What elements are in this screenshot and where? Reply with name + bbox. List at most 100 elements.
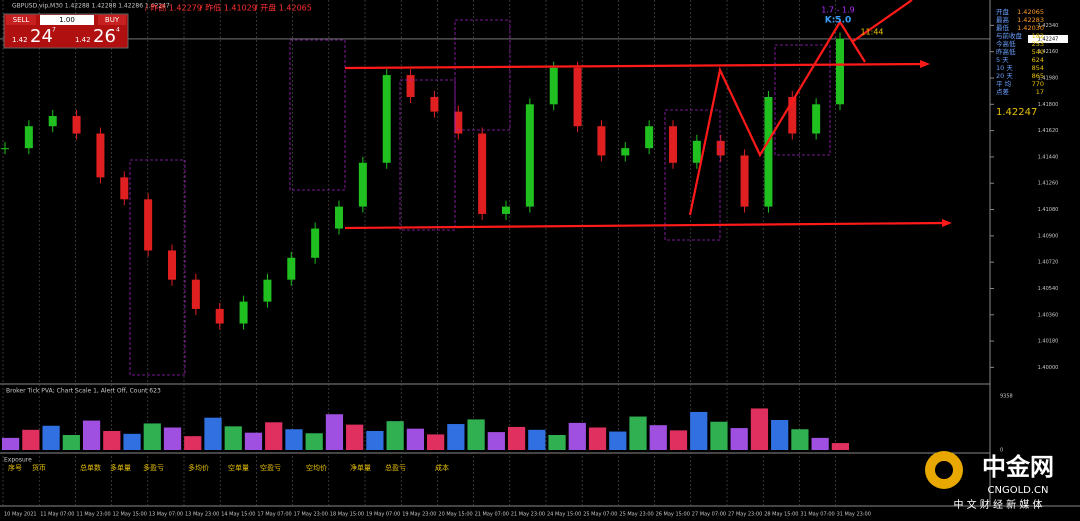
candle [502,206,510,214]
candle [478,133,487,214]
slogan: 中 文 财 经 新 媒 体 [953,498,1042,511]
volume-bar [548,434,566,450]
logo [935,461,953,479]
sell-button[interactable] [6,15,36,25]
info-label: 与前收盘 [996,31,1023,40]
volume-bar [386,421,404,450]
x-tick-label: 26 May 15:00 [656,512,690,518]
current-price-box [1028,34,1068,43]
candle [645,126,654,149]
candle [239,301,248,324]
buy-price-prefix: 1.42 [75,36,91,44]
volume-bar [2,437,20,450]
candle [24,126,33,149]
candle [621,148,630,156]
volume-bar [305,433,323,450]
candle [669,126,677,163]
info-label: 开盘 [996,7,1010,16]
y-tick-label: 1.42160 [1038,49,1059,55]
sell-price-sup: 7 [52,27,56,34]
x-tick-label: 17 May 23:00 [294,512,328,518]
annotation: 11:44 [860,28,883,37]
y-tick-label: 1.41800 [1038,102,1059,108]
volume-bar [791,429,809,450]
volume-bar [710,421,728,450]
info-value: 865 [1032,72,1044,80]
lot-value[interactable]: 1.00 [59,16,75,24]
volume-bar [447,424,465,450]
candle [406,75,415,97]
info-label: 最低 [996,23,1010,32]
candle [358,162,367,207]
volume-bar [588,427,607,450]
volume-bar [285,429,303,450]
info-value: 540 [1032,48,1044,56]
info-value: 1.42065 [1017,8,1044,16]
candle [836,38,844,105]
volume-bar [204,417,222,450]
x-tick-label: 28 May 15:00 [764,512,798,518]
volume-bar [669,430,688,450]
volume-bar [184,436,202,450]
indicator-title: Broker Tick PVA; Chart Scale 1, Alert Of… [6,388,161,395]
y-tick-label: 1.40720 [1038,260,1059,266]
info-current: 1.42247 [996,107,1037,118]
y-tick-label: 1.42340 [1038,23,1059,29]
volume-bar [143,423,161,450]
annotation: K:5.0 [825,16,852,26]
info-value: 1.42283 [1017,16,1044,24]
candle [263,279,272,302]
candle [120,177,129,200]
info-value: 1.42030 [1017,24,1044,32]
info-label: 5 天 [996,56,1009,64]
y-tick-label: 1.41260 [1038,181,1059,187]
x-tick-label: 11 May 23:00 [76,512,110,518]
x-tick-label: 17 May 07:00 [257,512,291,518]
info-value: 854 [1032,64,1044,72]
exposure-column: 多均价 [188,463,209,472]
volume-bar [811,437,829,450]
candle [716,140,725,156]
x-tick-label: 11 May 07:00 [40,512,74,518]
exposure-column: 多盈亏 [143,463,164,472]
watermark: 中金网 CNGOLD.CN 中 文 财 经 新 媒 体 [925,451,1054,511]
domain: CNGOLD.CN [988,485,1049,496]
volume-bar [82,420,101,450]
exposure-title: Exposure [4,457,32,464]
volume-bar [224,426,242,450]
y-tick-label: 1.41440 [1038,154,1059,160]
symbol-info: GBPUSD.vip,M30 1.42288 1.42288 1.42286 1… [12,3,170,10]
exposure-column: 空均价 [306,463,327,472]
volume-bar [265,422,283,450]
x-tick-label: 18 May 15:00 [330,512,364,518]
candle [168,250,176,280]
volume-bar [103,430,121,450]
candle [788,97,797,134]
volume-bar [325,414,344,450]
lot-input[interactable] [40,15,94,25]
buy-button[interactable] [98,15,126,25]
x-tick-label: 13 May 07:00 [149,512,183,518]
y-tick-label: 1.41980 [1038,76,1059,82]
x-tick-label: 19 May 07:00 [366,512,400,518]
y-tick-label: 1.40540 [1038,286,1059,292]
buy-label[interactable]: BUY [105,16,120,24]
brand: 中金网 [982,453,1054,481]
volume-bar [427,434,445,450]
x-tick-label: 14 May 15:00 [221,512,255,518]
candle [573,67,582,127]
exposure-column: 货币 [32,463,46,472]
volume-bar [771,419,789,450]
volume-bar [244,432,263,450]
sell-label[interactable]: SELL [13,16,30,24]
candle [1,148,9,150]
exposure-column: 空单量 [228,463,249,472]
info-label: 点差 [996,87,1010,96]
candle [740,155,749,207]
info-label: 最高 [996,15,1010,24]
x-tick-label: 21 May 23:00 [511,512,545,518]
info-value: 17 [1036,88,1044,96]
y-tick-label: 1.41080 [1038,207,1059,213]
candle [454,111,463,134]
header-stat: / 开盘 1.42065 [255,3,312,13]
